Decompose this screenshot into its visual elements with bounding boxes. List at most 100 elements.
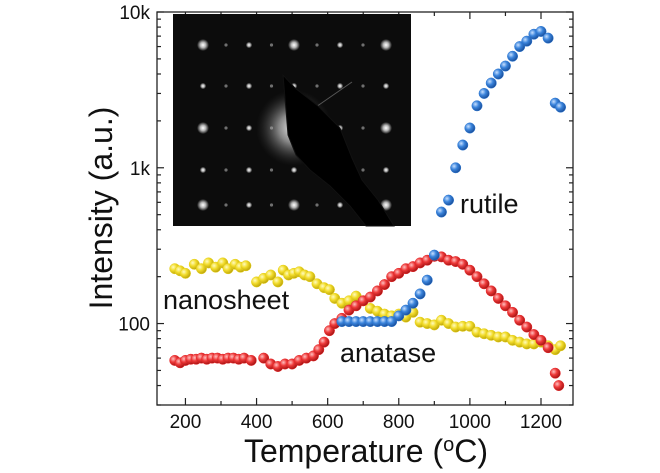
diffraction-spot-faint: [269, 43, 274, 47]
y-tick-label: 100: [118, 315, 150, 336]
series-rutile: [336, 26, 567, 327]
plot-frame: [156, 11, 574, 406]
data-point-anatase: [553, 380, 565, 391]
data-point-anatase: [245, 354, 257, 366]
data-point-anatase: [521, 321, 533, 333]
series-label-rutile: rutile: [460, 189, 519, 219]
data-point-anatase: [471, 271, 483, 283]
data-point-rutile: [521, 35, 533, 47]
diffraction-spot-faint: [224, 84, 228, 88]
data-point-rutile: [507, 50, 519, 62]
data-point-nanosheet: [240, 260, 252, 272]
diffraction-spot: [245, 124, 253, 132]
diffraction-spot-faint: [269, 84, 274, 88]
diffraction-spot: [336, 82, 344, 90]
x-axis-ticks: 200 400 600 800 1000 1200: [170, 12, 562, 433]
data-point-nanosheet: [272, 276, 284, 288]
diffraction-spot: [197, 122, 209, 134]
data-point-rutile: [414, 288, 426, 300]
data-point-anatase: [379, 279, 391, 290]
diffraction-spot-faint: [269, 168, 274, 172]
diffraction-inset: [173, 14, 411, 227]
diffraction-spot: [382, 166, 390, 174]
data-point-rutile: [386, 316, 398, 327]
data-point-anatase: [485, 285, 497, 297]
data-point-rutile: [542, 32, 554, 44]
series-label-anatase: anatase: [340, 338, 436, 368]
diffraction-spot: [245, 201, 253, 209]
diffraction-spot-faint: [224, 168, 228, 172]
data-point-anatase: [318, 336, 330, 348]
data-point-rutile: [478, 88, 490, 99]
diffraction-spot: [245, 82, 253, 90]
data-point-anatase: [313, 344, 325, 356]
series-anatase: [169, 250, 565, 391]
diffraction-spot: [380, 122, 392, 134]
diffraction-spot: [245, 166, 253, 174]
diffraction-spot-faint: [224, 126, 228, 130]
data-point-anatase: [528, 329, 540, 340]
data-point-rutile: [535, 26, 547, 37]
data-point-anatase: [457, 258, 469, 270]
data-point-rutile: [555, 101, 567, 113]
data-point-rutile: [443, 194, 455, 206]
data-point-anatase: [499, 300, 511, 312]
x-tick-label: 200: [170, 412, 202, 433]
data-point-rutile: [485, 77, 497, 89]
x-axis-title-end: C): [454, 433, 488, 469]
diffraction-spot-faint: [224, 43, 228, 47]
data-point-rutile: [464, 122, 476, 134]
data-point-rutile: [499, 60, 511, 72]
data-point-anatase: [371, 285, 383, 297]
diffraction-spot-faint: [315, 203, 319, 207]
data-point-anatase: [258, 352, 270, 364]
diffraction-spot: [197, 39, 209, 51]
data-point-rutile: [457, 139, 469, 151]
data-point-anatase: [507, 306, 519, 318]
data-point-rutile: [393, 310, 405, 322]
data-point-anatase: [514, 314, 526, 326]
x-tick-label: 1000: [449, 412, 491, 433]
data-point-anatase: [492, 292, 504, 304]
y-axis-ticks: 100 1k 10k: [118, 3, 573, 406]
diffraction-spot: [199, 166, 207, 174]
data-point-anatase: [535, 334, 547, 346]
diffraction-spot: [197, 199, 209, 211]
diffraction-spot: [199, 82, 207, 90]
data-point-nanosheet: [179, 267, 191, 279]
data-point-rutile: [428, 249, 440, 261]
diffraction-spot-faint: [361, 43, 365, 47]
data-point-rutile: [421, 274, 433, 286]
y-tick-label: 1k: [130, 159, 151, 180]
data-point-rutile: [450, 162, 462, 174]
y-axis-title: Intensity (a.u.): [83, 107, 119, 310]
diffraction-spot-faint: [269, 203, 274, 207]
diffraction-spot-faint: [315, 43, 319, 47]
diffraction-spot: [288, 199, 300, 211]
diffraction-spot: [336, 41, 344, 49]
data-point-nanosheet: [555, 340, 567, 352]
data-point-anatase: [364, 291, 376, 303]
data-point-rutile: [492, 68, 504, 80]
data-point-nanosheet: [304, 271, 316, 283]
x-tick-label: 400: [241, 412, 273, 433]
x-axis-title: Temperature (oC): [244, 433, 488, 469]
diffraction-spot: [336, 201, 344, 209]
data-point-anatase: [549, 367, 561, 379]
x-tick-label: 600: [312, 412, 344, 433]
data-point-nanosheet: [323, 284, 335, 296]
data-point-nanosheet: [195, 263, 207, 275]
data-points: [169, 26, 567, 391]
y-tick-label: 10k: [119, 3, 150, 24]
diffraction-spot-faint: [361, 84, 365, 88]
x-axis-title-superscript: o: [443, 434, 454, 456]
data-point-anatase: [464, 264, 476, 276]
diffraction-spot: [382, 82, 390, 90]
data-point-nanosheet: [464, 320, 476, 332]
diffraction-spot: [245, 41, 253, 49]
data-point-rutile: [400, 304, 412, 316]
x-axis-title-main: Temperature (: [244, 433, 444, 469]
data-point-rutile: [435, 206, 447, 218]
diffraction-spot-faint: [315, 84, 319, 88]
